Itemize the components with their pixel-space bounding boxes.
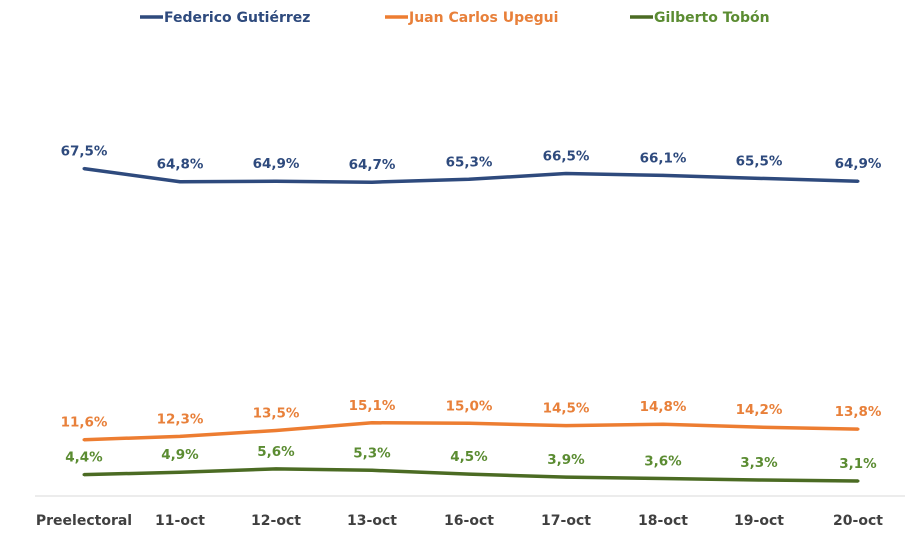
data-label: 3,6% [644,454,682,470]
data-label: 13,5% [253,406,300,422]
x-tick-label: 16-oct [444,513,494,529]
data-point [564,424,568,428]
data-point [467,421,471,425]
data-point [661,422,665,426]
data-label: 64,7% [349,157,396,173]
data-point [178,470,182,474]
data-label: 67,5% [61,144,108,160]
x-tick-label: 11-oct [155,513,205,529]
data-label: 5,6% [257,444,295,460]
x-tick-label: 12-oct [251,513,301,529]
data-label: 11,6% [61,415,108,431]
data-label: 66,1% [640,150,687,166]
data-label: 3,9% [547,452,585,468]
data-label: 13,8% [835,404,882,420]
data-label: 12,3% [157,411,204,427]
data-label: 14,5% [543,401,590,417]
data-label: 14,2% [736,402,783,418]
data-label: 5,3% [353,445,391,461]
data-point [178,180,182,184]
data-point [856,179,860,183]
data-label: 15,0% [446,398,493,414]
data-label: 65,5% [736,153,783,169]
x-tick-label: 13-oct [347,513,397,529]
data-label: 64,9% [253,156,300,172]
data-point [274,429,278,433]
legend-entry: Gilberto Tobón [654,10,770,26]
data-point [757,478,761,482]
data-point [467,177,471,181]
x-tick-label: 18-oct [638,513,688,529]
data-point [661,173,665,177]
data-point [82,167,86,171]
legend-entry: Federico Gutiérrez [164,10,310,26]
data-label: 14,8% [640,399,687,415]
data-point [82,438,86,442]
x-tick-label: 20-oct [833,513,883,529]
data-point [856,479,860,483]
data-point [564,475,568,479]
data-point [82,473,86,477]
data-point [564,171,568,175]
data-label: 65,3% [446,154,493,170]
data-point [370,468,374,472]
data-label: 64,9% [835,156,882,172]
data-label: 3,1% [839,456,877,472]
data-point [178,434,182,438]
data-label: 66,5% [543,148,590,164]
data-label: 4,4% [65,450,103,466]
data-point [661,477,665,481]
data-label: 3,3% [740,455,778,471]
data-label: 4,9% [161,447,199,463]
data-point [370,180,374,184]
data-point [370,421,374,425]
data-point [757,425,761,429]
data-label: 64,8% [157,157,204,173]
data-label: 4,5% [450,449,488,465]
x-tick-label: Preelectoral [36,513,132,529]
data-label: 15,1% [349,398,396,414]
data-point [274,179,278,183]
x-tick-label: 19-oct [734,513,784,529]
x-tick-label: 17-oct [541,513,591,529]
data-point [274,467,278,471]
data-point [757,176,761,180]
legend-entry: Juan Carlos Upegui [408,10,558,26]
data-point [467,472,471,476]
data-point [856,427,860,431]
